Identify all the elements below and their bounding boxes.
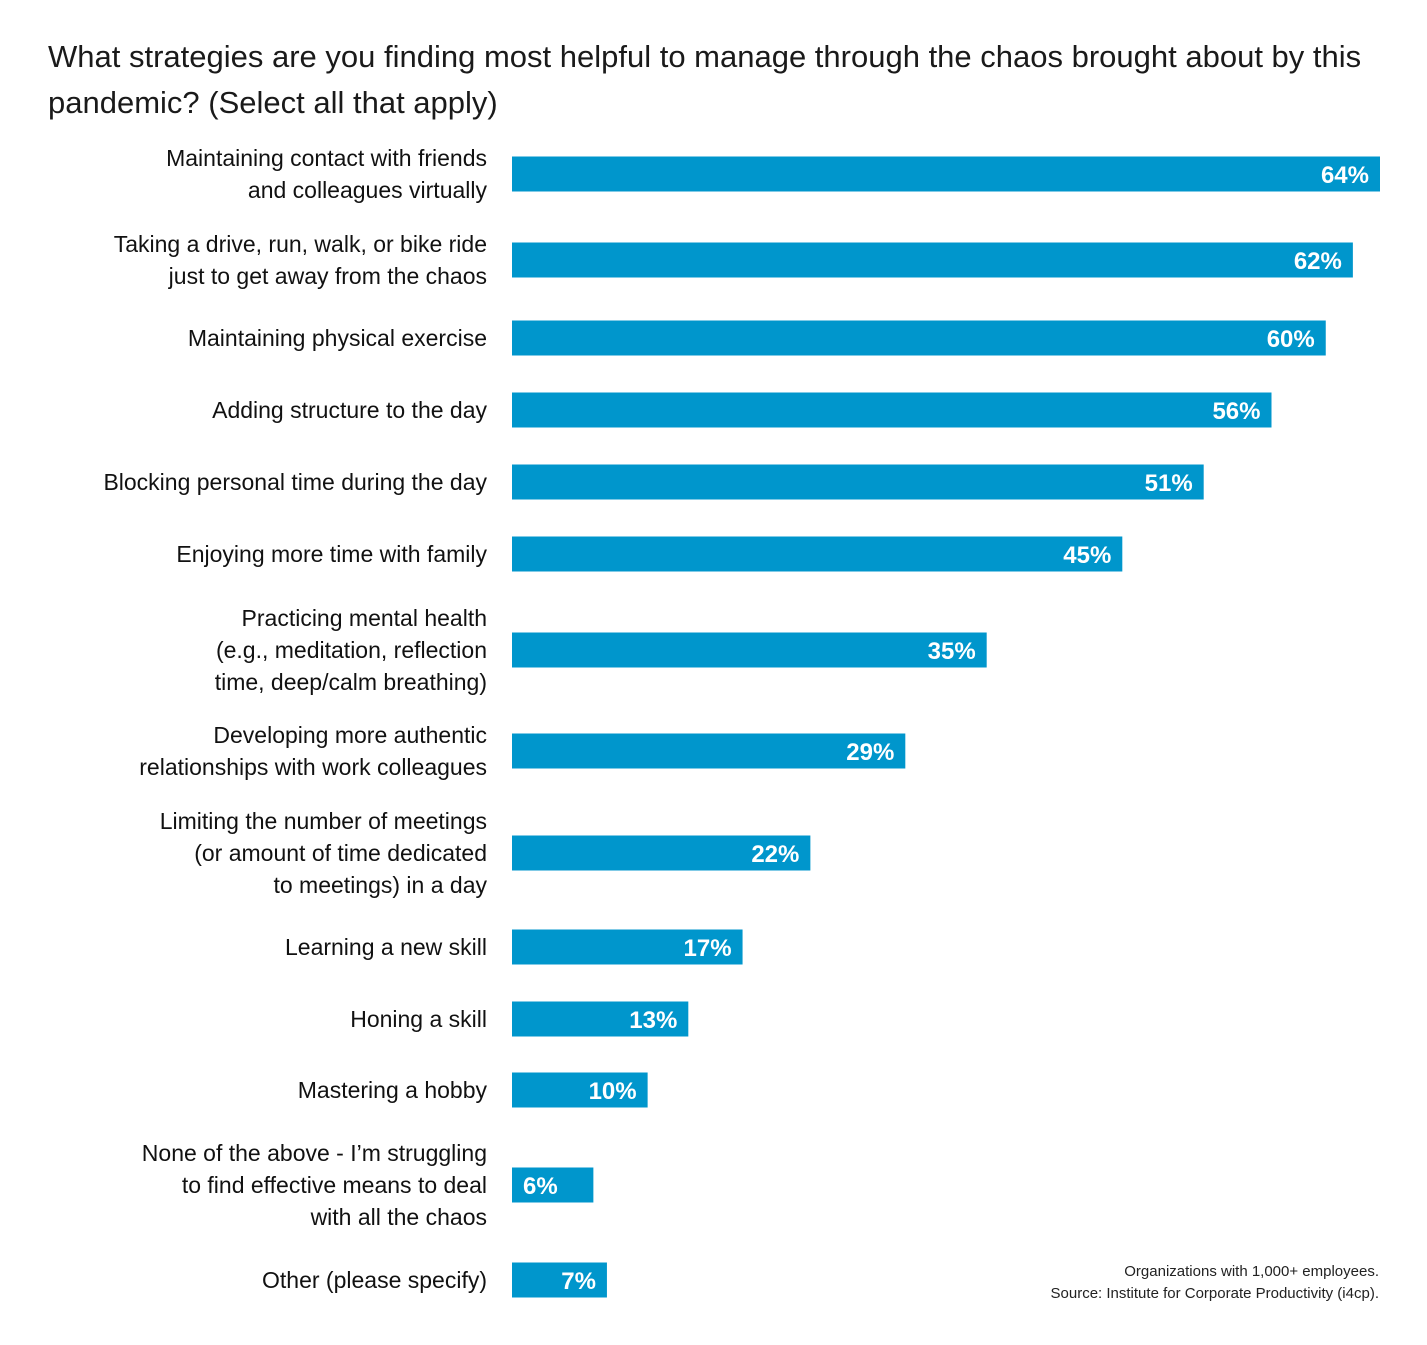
category-label: with all the chaos xyxy=(310,1204,487,1230)
category-label: Mastering a hobby xyxy=(298,1077,488,1103)
category-label: Limiting the number of meetings xyxy=(160,808,487,834)
category-label: to find effective means to deal xyxy=(182,1172,487,1198)
category-label: Learning a new skill xyxy=(285,934,487,960)
bar xyxy=(512,929,743,965)
category-label: Adding structure to the day xyxy=(212,397,487,423)
bar-value-label: 35% xyxy=(928,638,976,665)
bar xyxy=(512,464,1204,500)
bar-value-label: 56% xyxy=(1212,398,1260,425)
category-label: to meetings) in a day xyxy=(273,872,487,898)
bar xyxy=(512,1167,594,1203)
bar xyxy=(512,835,811,871)
footnote-source: Source: Institute for Corporate Producti… xyxy=(1050,1285,1379,1302)
bar-value-label: 10% xyxy=(589,1078,637,1105)
category-label: Other (please specify) xyxy=(262,1267,487,1293)
bar xyxy=(512,156,1380,192)
bar xyxy=(512,320,1326,356)
category-label: Taking a drive, run, walk, or bike ride xyxy=(114,231,487,257)
bar-value-label: 60% xyxy=(1267,326,1315,353)
category-label: (e.g., meditation, reflection xyxy=(216,637,487,663)
category-label: relationships with work colleagues xyxy=(139,754,487,780)
category-label: just to get away from the chaos xyxy=(168,263,487,289)
category-label: Blocking personal time during the day xyxy=(103,469,487,495)
category-label: Enjoying more time with family xyxy=(176,541,487,567)
category-label: Developing more authentic xyxy=(213,722,487,748)
category-label: Honing a skill xyxy=(350,1006,487,1032)
chart-title: What strategies are you finding most hel… xyxy=(48,39,1362,120)
bar xyxy=(512,1262,607,1298)
bar-value-label: 13% xyxy=(629,1007,677,1034)
category-label: time, deep/calm breathing) xyxy=(215,669,487,695)
bar xyxy=(512,242,1353,278)
bar-value-label: 62% xyxy=(1294,248,1342,275)
category-label: (or amount of time dedicated xyxy=(194,840,487,866)
footnote-scope: Organizations with 1,000+ employees. xyxy=(1124,1263,1379,1280)
bar-value-label: 51% xyxy=(1145,470,1193,497)
footnote: Organizations with 1,000+ employees. Sou… xyxy=(1051,1261,1379,1305)
category-label: Maintaining contact with friends xyxy=(166,145,487,171)
bar xyxy=(512,1001,689,1037)
bar xyxy=(512,733,906,769)
bar-value-label: 7% xyxy=(561,1268,596,1295)
bar xyxy=(512,632,987,668)
bar xyxy=(512,536,1123,572)
bar xyxy=(512,1072,648,1108)
bar-value-label: 6% xyxy=(523,1173,558,1200)
category-label: Maintaining physical exercise xyxy=(188,325,487,351)
bar-value-label: 22% xyxy=(751,841,799,868)
bar xyxy=(512,392,1272,428)
bar-value-label: 29% xyxy=(846,739,894,766)
category-label: Practicing mental health xyxy=(242,605,487,631)
bar-value-label: 64% xyxy=(1321,162,1369,189)
category-label: None of the above - I’m struggling xyxy=(142,1140,487,1166)
category-label: and colleagues virtually xyxy=(248,177,488,203)
bar-value-label: 45% xyxy=(1063,542,1111,569)
bar-value-label: 17% xyxy=(684,935,732,962)
